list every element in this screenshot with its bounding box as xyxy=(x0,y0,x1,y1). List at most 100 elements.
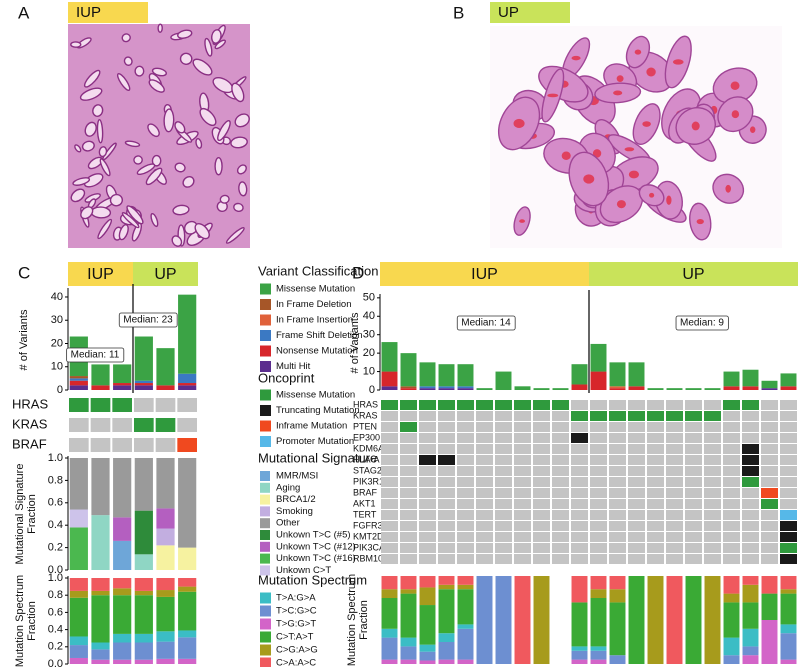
oncoprint-cell xyxy=(552,510,569,520)
oncoprint-cell xyxy=(457,532,474,542)
group-header xyxy=(380,262,589,286)
bar-segment xyxy=(571,650,588,660)
oncoprint-cell xyxy=(571,477,588,487)
bar-segment xyxy=(134,383,153,386)
oncoprint-cell xyxy=(628,499,645,509)
annotation: Median: 23 xyxy=(123,315,173,326)
legend-label: T>C:G>C xyxy=(276,606,317,617)
oncoprint-cell xyxy=(761,422,778,432)
bar-segment xyxy=(590,646,607,651)
legend-label: Promoter Mutation xyxy=(276,436,354,447)
bar-segment xyxy=(761,576,778,594)
oncoprint-cell xyxy=(495,411,512,421)
legend-label: In Frame Insertion xyxy=(276,315,353,326)
tissue-structure xyxy=(121,33,131,43)
bar-segment xyxy=(723,593,740,603)
bar-segment xyxy=(457,589,474,625)
oncoprint-cell xyxy=(742,477,759,487)
tissue-vessel xyxy=(731,110,740,119)
oncoprint-cell xyxy=(533,554,550,564)
bar-segment xyxy=(134,385,153,390)
oncoprint-cell xyxy=(90,398,111,412)
bar-segment xyxy=(134,380,153,384)
oncoprint-cell xyxy=(647,499,664,509)
bar-segment xyxy=(381,576,398,590)
bar-segment xyxy=(609,602,626,656)
bar-segment xyxy=(438,364,455,387)
tissue-structure xyxy=(109,193,124,207)
oncoprint-cell xyxy=(685,411,702,421)
oncoprint-cell xyxy=(457,477,474,487)
oncoprint-cell xyxy=(780,455,797,465)
oncoprint-cell xyxy=(90,418,111,432)
oncoprint-cell xyxy=(704,543,721,553)
oncoprint-cell xyxy=(495,455,512,465)
oncoprint-cell xyxy=(723,499,740,509)
oncoprint-cell xyxy=(457,510,474,520)
tag-box xyxy=(490,2,570,23)
oncoprint-cell xyxy=(704,554,721,564)
tissue-structure xyxy=(174,162,186,173)
oncoprint-cell xyxy=(495,444,512,454)
bar-segment xyxy=(628,576,645,664)
bar-segment xyxy=(156,641,175,659)
bar-segment xyxy=(590,343,607,372)
bar-segment xyxy=(457,624,474,629)
bar-segment xyxy=(178,373,197,384)
group-header xyxy=(68,262,133,286)
bar-segment xyxy=(609,655,626,664)
tissue-structure xyxy=(145,167,163,186)
tissue-vessel xyxy=(547,93,559,98)
oncoprint-cell xyxy=(400,532,417,542)
oncoprint-cell xyxy=(552,499,569,509)
oncoprint-cell xyxy=(704,444,721,454)
oncoprint-cell xyxy=(69,438,89,452)
bar-segment xyxy=(69,385,88,390)
oncoprint-cell xyxy=(647,466,664,476)
bar-segment xyxy=(91,595,110,643)
panel-label: B xyxy=(453,3,464,22)
legend-label: Unkown C>T xyxy=(276,565,331,576)
oncoprint-cell xyxy=(666,433,683,443)
oncoprint-cell xyxy=(723,444,740,454)
tissue-structure xyxy=(151,154,162,167)
oncoprint-cell xyxy=(438,477,455,487)
tissue-vessel xyxy=(642,121,651,127)
bar-segment xyxy=(704,388,721,390)
oncoprint-cell xyxy=(666,422,683,432)
oncoprint-cell xyxy=(666,444,683,454)
y-tick-label: 50 xyxy=(363,292,375,304)
bar-segment xyxy=(685,576,702,664)
tissue-structure xyxy=(217,120,231,142)
panel-label: A xyxy=(18,3,30,22)
legend-label: C>G:A>G xyxy=(276,645,318,656)
tissue-vessel xyxy=(616,75,624,82)
oncoprint-cell xyxy=(742,554,759,564)
y-tick-label: 1.0 xyxy=(48,452,63,464)
oncoprint-cell xyxy=(69,398,89,412)
oncoprint-cell xyxy=(438,521,455,531)
oncoprint-cell xyxy=(533,422,550,432)
oncoprint-cell xyxy=(419,422,436,432)
oncoprint-cell xyxy=(571,444,588,454)
oncoprint-cell xyxy=(704,477,721,487)
bar-segment xyxy=(91,590,110,596)
bar-segment xyxy=(400,646,417,660)
oncoprint-cell xyxy=(647,510,664,520)
oncoprint-cell xyxy=(381,466,398,476)
legend-swatch xyxy=(260,605,271,617)
bar-segment xyxy=(381,371,398,387)
oncoprint-cell xyxy=(400,488,417,498)
oncoprint-cell xyxy=(400,499,417,509)
bar-segment xyxy=(742,369,759,387)
oncoprint-cell xyxy=(609,532,626,542)
oncoprint-cell xyxy=(647,488,664,498)
oncoprint-cell xyxy=(476,455,493,465)
y-tick-label: 30 xyxy=(51,314,63,326)
oncoprint-cell xyxy=(723,455,740,465)
y-tick-label: 0.8 xyxy=(48,474,63,486)
oncoprint-cell xyxy=(457,554,474,564)
bar-segment xyxy=(590,650,607,660)
bar-segment xyxy=(457,628,474,660)
legend-swatch xyxy=(260,631,271,643)
